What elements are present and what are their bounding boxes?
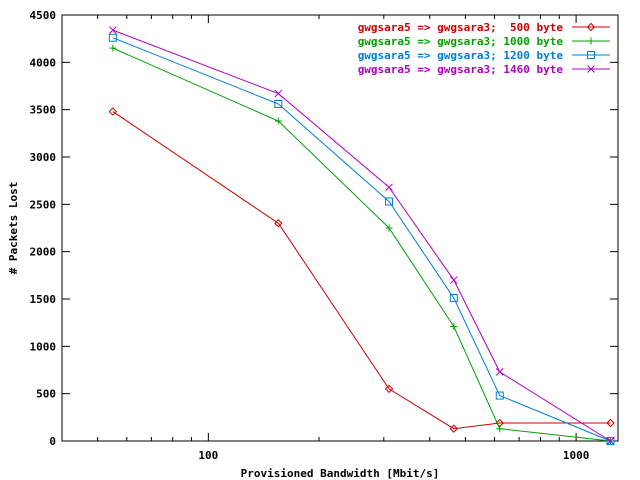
x-tick-label: 100 bbox=[198, 449, 218, 462]
y-tick-label: 3500 bbox=[30, 104, 57, 117]
series-1 bbox=[108, 107, 615, 433]
y-tick-label: 500 bbox=[36, 388, 56, 401]
y-tick-label: 2500 bbox=[30, 198, 57, 211]
data-point-cross bbox=[587, 65, 595, 73]
data-point-plus bbox=[274, 117, 282, 125]
series-2 bbox=[109, 44, 614, 445]
data-point-square bbox=[108, 33, 117, 42]
data-point-diamond bbox=[108, 107, 118, 116]
data-point-plus bbox=[496, 425, 504, 433]
data-point-cross bbox=[495, 368, 504, 376]
series-line bbox=[112, 37, 611, 442]
y-tick-label: 4000 bbox=[30, 56, 57, 69]
data-point-cross bbox=[274, 89, 283, 98]
data-point-diamond bbox=[449, 424, 459, 433]
data-point-cross bbox=[109, 26, 117, 35]
data-point-cross bbox=[385, 183, 393, 192]
series-line bbox=[112, 111, 611, 430]
legend-entry-label: gwgsara5 => gwgsara3; 500 byte bbox=[358, 21, 564, 34]
data-point-cross bbox=[449, 276, 458, 284]
data-point-diamond bbox=[606, 418, 615, 428]
series-layer bbox=[108, 26, 615, 445]
data-point-plus bbox=[587, 37, 595, 45]
legend-entry-label: gwgsara5 => gwgsara3; 1000 byte bbox=[358, 35, 564, 48]
data-point-diamond bbox=[384, 384, 394, 394]
data-point-square bbox=[606, 437, 615, 445]
data-point-square bbox=[495, 391, 504, 400]
data-point-plus bbox=[385, 224, 393, 232]
data-point-square bbox=[274, 99, 283, 108]
y-tick-label: 1500 bbox=[30, 293, 57, 306]
y-tick-label: 1000 bbox=[30, 340, 57, 353]
data-point-diamond bbox=[274, 219, 283, 228]
data-point-plus bbox=[109, 44, 117, 52]
data-point-cross bbox=[606, 437, 615, 445]
legend-entry-label: gwgsara5 => gwgsara3; 1460 byte bbox=[358, 63, 564, 76]
y-tick-label: 2000 bbox=[30, 246, 57, 259]
x-axis-title: Provisioned Bandwidth [Mbit/s] bbox=[241, 467, 440, 480]
data-point-diamond bbox=[586, 22, 596, 32]
series-line bbox=[112, 47, 611, 442]
series-4 bbox=[109, 26, 615, 445]
y-tick-label: 4500 bbox=[30, 9, 57, 22]
series-line bbox=[112, 29, 611, 442]
data-point-square bbox=[385, 197, 394, 206]
series-3 bbox=[108, 33, 615, 445]
y-axis-title: # Packets Lost bbox=[7, 182, 20, 275]
data-point-square bbox=[587, 51, 595, 59]
y-tick-label: 3000 bbox=[30, 151, 57, 164]
data-point-square bbox=[449, 294, 458, 303]
plot-frame bbox=[61, 14, 619, 442]
legend-entry-label: gwgsara5 => gwgsara3; 1200 byte bbox=[358, 49, 564, 62]
x-tick-label: 1000 bbox=[563, 449, 590, 462]
axis-ticks: 0 500 1000 1500 2000 2500 3000 3500 4000 4500 100 1… bbox=[30, 9, 618, 462]
y-tick-label: 0 bbox=[49, 435, 56, 448]
data-point-plus bbox=[450, 322, 458, 330]
